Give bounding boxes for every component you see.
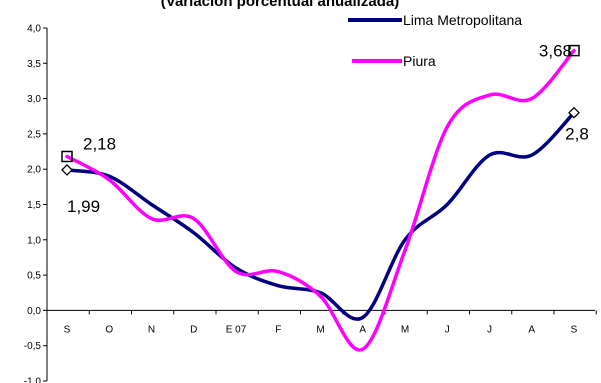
series-lima-metropolitana-line [65, 110, 576, 321]
x-tick-label: S [64, 324, 71, 335]
y-tick-label: 0,0 [27, 306, 41, 317]
y-tick-label: 2,0 [27, 165, 41, 176]
lima-point-marker [61, 163, 73, 176]
y-tick-label: 3,0 [27, 94, 41, 105]
series-piura-line [65, 48, 576, 352]
y-tick-label: -0,5 [24, 341, 42, 352]
x-tick-label: M [316, 324, 324, 335]
y-tick-label: 1,5 [27, 200, 41, 211]
lima-point-marker [568, 106, 580, 119]
data-label: 3,68 [539, 42, 572, 61]
data-labels: 2,18 1,99 3,68 2,8 [67, 42, 589, 216]
piura-point-marker [568, 44, 580, 57]
y-tick-label: 2,5 [27, 129, 41, 140]
x-tick-label: O [105, 324, 113, 335]
y-tick-label: 1,0 [27, 235, 41, 246]
legend-label-piura: Piura [403, 53, 436, 69]
x-tick-label: S [571, 324, 578, 335]
chart-title: (Variación porcentual anualizada) [161, 0, 399, 10]
x-tick-label: M [401, 324, 409, 335]
x-tick-label: A [528, 324, 535, 335]
x-tick-label: N [148, 324, 155, 335]
data-label: 1,99 [67, 197, 100, 216]
y-tick-label: -1,0 [24, 377, 42, 383]
x-tick-label: J [487, 324, 492, 335]
legend-label-lima-metropolitana: Lima Metropolitana [403, 12, 522, 28]
y-tick-label: 3,5 [27, 59, 41, 70]
x-tick-label: F [275, 324, 281, 335]
series-layer [61, 44, 580, 352]
x-tick-label: D [190, 324, 197, 335]
x-tick-label: A [359, 324, 366, 335]
x-tick-label: J [445, 324, 450, 335]
data-label: 2,18 [83, 134, 116, 153]
y-tick-label: 4,0 [27, 24, 41, 35]
chart-axes: 4,0 3,5 3,0 2,5 2,0 1,5 1,0 0,5 0,0 -0,5 -1,0 S O N D E… [24, 24, 597, 383]
piura-point-marker [61, 150, 73, 163]
y-tick-label: 0,5 [27, 271, 41, 282]
x-tick-label: E 07 [226, 324, 247, 335]
data-label: 2,8 [565, 125, 589, 144]
legend: Lima Metropolitana Piura [348, 12, 522, 69]
